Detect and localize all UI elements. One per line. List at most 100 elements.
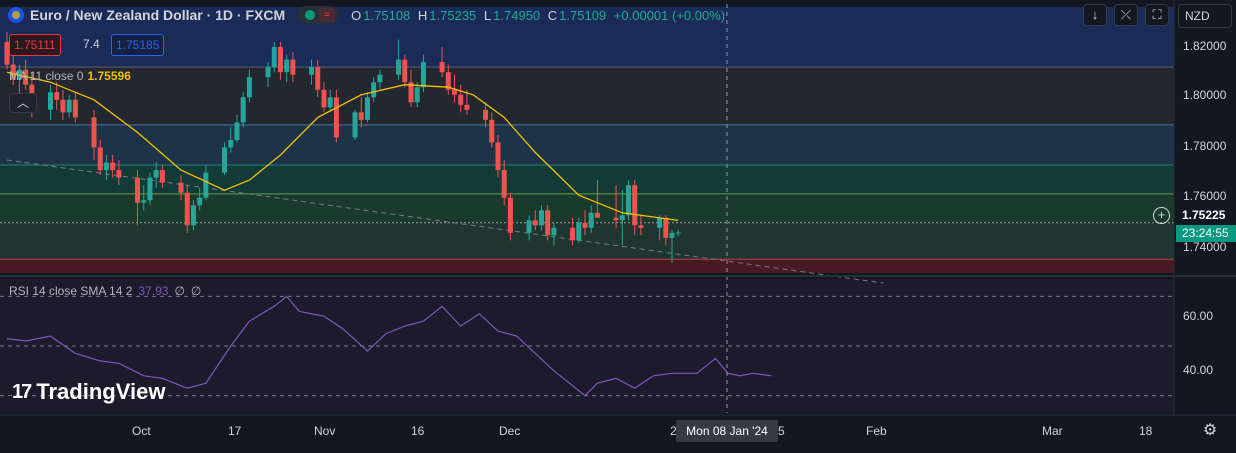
- candle-body: [613, 217, 619, 221]
- candle-body: [321, 89, 327, 108]
- time-axis-label: Feb: [866, 424, 887, 438]
- price-axis-label: 1.82000: [1183, 39, 1227, 53]
- axes-frame: [0, 0, 1236, 416]
- candle-body: [60, 99, 66, 113]
- trendline-segment: [6, 159, 884, 284]
- candle-body: [632, 185, 638, 226]
- time-axis-label: Dec: [499, 424, 521, 438]
- settings-button[interactable]: ⚙: [1200, 421, 1220, 441]
- candle-body: [669, 232, 675, 238]
- change-value: +0.00001 (+0.00%): [613, 7, 726, 23]
- open-key: O: [351, 7, 362, 23]
- candle-body: [626, 185, 632, 216]
- candle-body: [551, 227, 557, 236]
- candle-body: [141, 200, 147, 203]
- candle-body: [377, 74, 383, 83]
- rsi-line: [6, 295, 772, 397]
- candle-body: [23, 69, 29, 85]
- candle-body: [352, 112, 358, 138]
- candle-body: [582, 222, 588, 228]
- ohlc-values: O 1.75108 H 1.75235 L 1.74950 C 1.75109 +0.0…: [351, 8, 729, 23]
- horizontal-levels: [0, 66, 1174, 260]
- low-value: 1.74950: [493, 7, 541, 23]
- candle-body: [663, 217, 669, 238]
- candle-body: [458, 94, 464, 105]
- chevron-up-icon: ︿: [16, 96, 29, 110]
- time-axis-label: Nov: [314, 424, 336, 438]
- candle-body: [333, 97, 339, 138]
- candle-body: [48, 92, 54, 110]
- candle-body: [358, 112, 364, 120]
- candle-body: [570, 227, 576, 241]
- symbol-title[interactable]: Euro / New Zealand Dollar · 1D · FXCM: [30, 7, 286, 23]
- close-key: C: [547, 7, 558, 23]
- candle-body: [501, 170, 507, 198]
- candle-body: [638, 225, 644, 228]
- fullscreen-button[interactable]: ⛶: [1145, 4, 1169, 26]
- candle-body: [414, 87, 420, 103]
- candle-body: [4, 42, 10, 65]
- market-status-pill[interactable]: ≈: [297, 6, 340, 24]
- time-axis-label: Oct: [132, 424, 151, 438]
- candle-body: [197, 197, 203, 206]
- candle-body: [451, 89, 457, 95]
- grid-lines: [0, 295, 1174, 397]
- price-axis-label: 1.80000: [1183, 88, 1227, 102]
- arrow-down-icon: ↓: [1091, 7, 1099, 22]
- candle-body: [290, 59, 296, 75]
- price-zone-band: [0, 259, 1174, 273]
- price-zone-band: [0, 67, 1174, 125]
- crosshair-date-label: Mon 08 Jan '24: [676, 420, 778, 442]
- rsi-series: [6, 295, 772, 397]
- time-axis-label: 16: [411, 424, 425, 438]
- candle-body: [495, 142, 501, 171]
- candle-body: [594, 212, 600, 218]
- candle-body: [97, 147, 103, 171]
- candle-body: [277, 47, 283, 73]
- currency-select[interactable]: NZD: [1178, 4, 1232, 28]
- collapse-button[interactable]: ⤫: [1114, 4, 1138, 26]
- rsi-legend[interactable]: RSI 14 close SMA 14 2 37.93 ∅ ∅: [9, 284, 201, 298]
- candle-body: [72, 99, 78, 118]
- candle-body: [327, 97, 333, 108]
- current-price-label: 1.75225: [1176, 207, 1236, 224]
- candle-body: [315, 67, 321, 90]
- candle-body: [110, 162, 116, 171]
- ma-legend[interactable]: MA 11 close 0 1.75596: [9, 69, 131, 83]
- symbol-header: Euro / New Zealand Dollar · 1D · FXCM ≈ …: [8, 6, 729, 24]
- eur-nzd-flag-icon: [8, 7, 24, 23]
- price-axis-label: 1.74000: [1183, 240, 1227, 254]
- time-axis-label: 17: [228, 424, 242, 438]
- low-key: L: [483, 7, 492, 23]
- candle-body: [265, 67, 271, 78]
- candle-body: [526, 220, 532, 233]
- arrow-down-button[interactable]: ↓: [1083, 4, 1107, 26]
- price-zone-bands: [0, 6, 1174, 413]
- candle-body: [284, 59, 290, 73]
- candle-body: [538, 210, 544, 226]
- candle-body: [103, 162, 109, 171]
- rsi-null-2: ∅: [190, 284, 202, 298]
- candle-body: [483, 109, 489, 120]
- candle-body: [675, 232, 681, 234]
- candle-body: [364, 97, 370, 120]
- add-alert-button[interactable]: +: [1153, 207, 1170, 224]
- spread-value: 7.4: [83, 37, 100, 51]
- bar-countdown-label: 23:24:55: [1176, 225, 1236, 242]
- high-value: 1.75235: [429, 7, 477, 23]
- candle-body: [234, 122, 240, 140]
- candle-body: [153, 170, 159, 178]
- rsi-axis-label: 60.00: [1183, 309, 1214, 323]
- tradingview-logo[interactable]: 17 TradingView: [12, 379, 165, 405]
- candle-body: [184, 192, 190, 226]
- sell-button[interactable]: 1.75111: [9, 34, 61, 56]
- collapse-legend-button[interactable]: ︿: [9, 93, 37, 113]
- price-zone-band: [0, 6, 1174, 68]
- rsi-label: RSI 14 close SMA 14 2: [9, 284, 133, 298]
- buy-button[interactable]: 1.75185: [111, 34, 165, 56]
- candle-body: [116, 170, 122, 178]
- high-key: H: [417, 7, 428, 23]
- candle-body: [159, 170, 165, 183]
- ma-value: 1.75596: [87, 69, 131, 83]
